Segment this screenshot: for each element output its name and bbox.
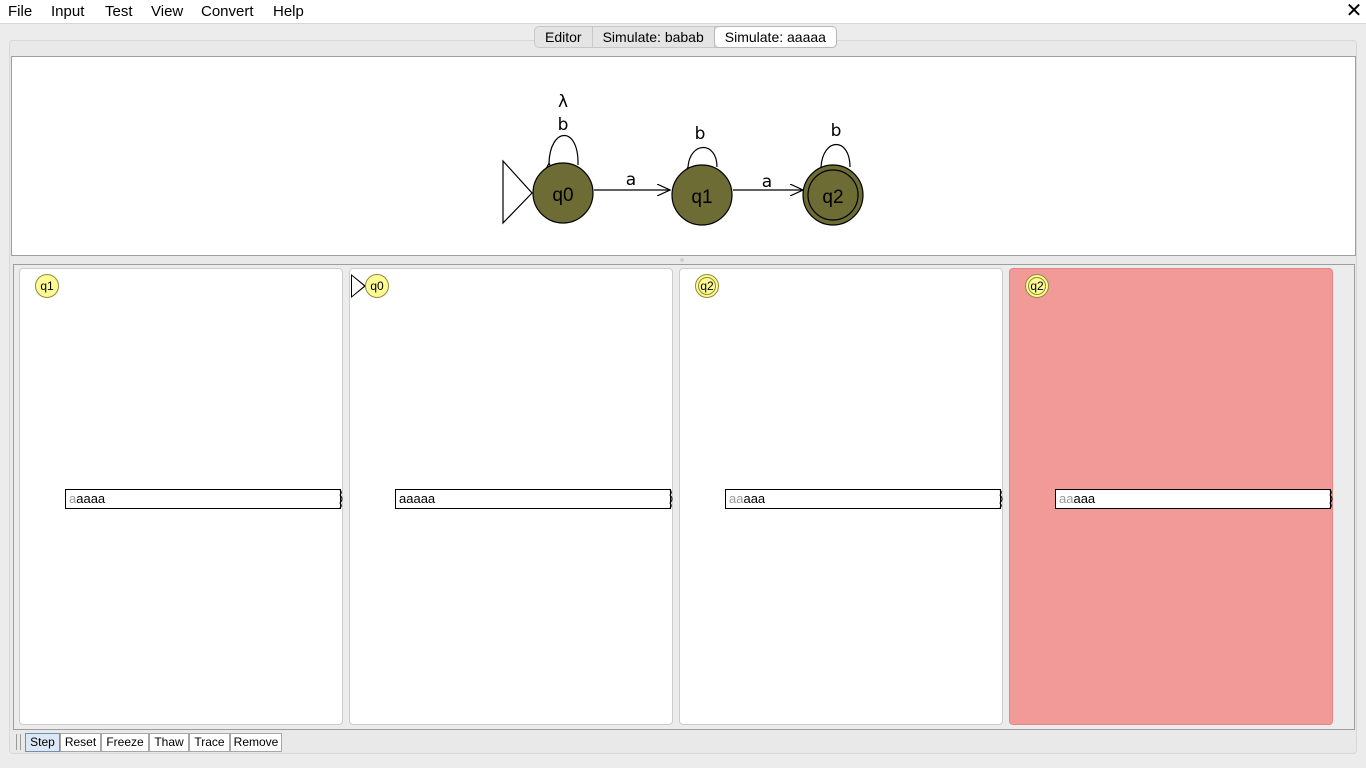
menu-convert[interactable]: Convert	[201, 3, 254, 20]
input-tape: aaaaa	[1055, 489, 1333, 509]
config-state-badge: q1	[35, 274, 59, 298]
automaton-diagram: q0 q1 q2 λ b a b a b	[502, 92, 864, 226]
trace-button[interactable]: Trace	[189, 733, 230, 752]
config-state-badge: q0	[365, 274, 389, 298]
tape-end-icon	[1328, 489, 1333, 509]
label-q1-q2-a: a	[762, 172, 772, 192]
config-state-badge: q2	[695, 274, 719, 298]
final-state-ring	[807, 169, 859, 221]
tape-end-icon	[338, 489, 343, 509]
initial-state-icon	[351, 274, 366, 298]
configuration-panel-rejected[interactable]: q2 aaaaa	[1009, 268, 1333, 725]
menu-help[interactable]: Help	[273, 3, 304, 20]
step-button[interactable]: Step	[25, 733, 60, 752]
tab-simulate-babab[interactable]: Simulate: babab	[593, 27, 715, 47]
configuration-panel[interactable]: q0 aaaaa	[349, 268, 673, 725]
tab-simulate-aaaaa[interactable]: Simulate: aaaaa	[714, 27, 836, 47]
menu-test[interactable]: Test	[105, 3, 133, 20]
tape-end-icon	[998, 489, 1003, 509]
freeze-button[interactable]: Freeze	[101, 733, 149, 752]
state-q2-label: q2	[822, 187, 843, 208]
remove-button[interactable]: Remove	[230, 733, 282, 752]
input-tape: aaaaa	[725, 489, 1003, 509]
label-q2-b: b	[831, 121, 842, 141]
loop-q1	[688, 147, 718, 168]
automaton-canvas: q0 q1 q2 λ b a b a b	[11, 56, 1356, 256]
loop-q2	[821, 143, 851, 168]
state-q2[interactable]: q2	[802, 164, 864, 226]
label-q0-q1-a: a	[626, 170, 636, 190]
state-q0-label: q0	[552, 185, 573, 206]
label-q1-b: b	[695, 124, 706, 144]
tab-editor[interactable]: Editor	[535, 27, 593, 47]
input-tape: aaaaa	[395, 489, 673, 509]
reset-button[interactable]: Reset	[60, 733, 101, 752]
config-state-badge: q2	[1025, 274, 1049, 298]
tape-end-icon	[668, 489, 673, 509]
loop-q0	[549, 135, 579, 166]
label-q0-b: b	[558, 115, 569, 135]
input-tape: aaaaa	[65, 489, 343, 509]
state-q1[interactable]: q1	[671, 164, 733, 226]
menu-file[interactable]: File	[8, 3, 33, 20]
menu-input[interactable]: Input	[51, 3, 85, 20]
menu-bar: File Input Test View Convert Help ✕	[0, 0, 1366, 24]
state-q0[interactable]: q0	[532, 162, 594, 224]
menu-view[interactable]: View	[151, 3, 184, 20]
configuration-panel[interactable]: q2 aaaaa	[679, 268, 1003, 725]
simulation-toolbar: Step Reset Freeze Thaw Trace Remove	[12, 731, 1356, 753]
toolbar-grip[interactable]	[16, 734, 17, 750]
thaw-button[interactable]: Thaw	[149, 733, 189, 752]
close-icon[interactable]: ✕	[1345, 0, 1363, 22]
state-q1-label: q1	[691, 187, 712, 208]
split-divider[interactable]	[680, 258, 684, 262]
initial-state-marker	[502, 159, 533, 225]
toolbar-grip[interactable]	[20, 734, 21, 750]
label-q0-lambda: λ	[558, 92, 568, 112]
configuration-panel[interactable]: q1 aaaaa	[19, 268, 343, 725]
tab-strip: Editor Simulate: babab Simulate: aaaaa	[534, 26, 837, 48]
